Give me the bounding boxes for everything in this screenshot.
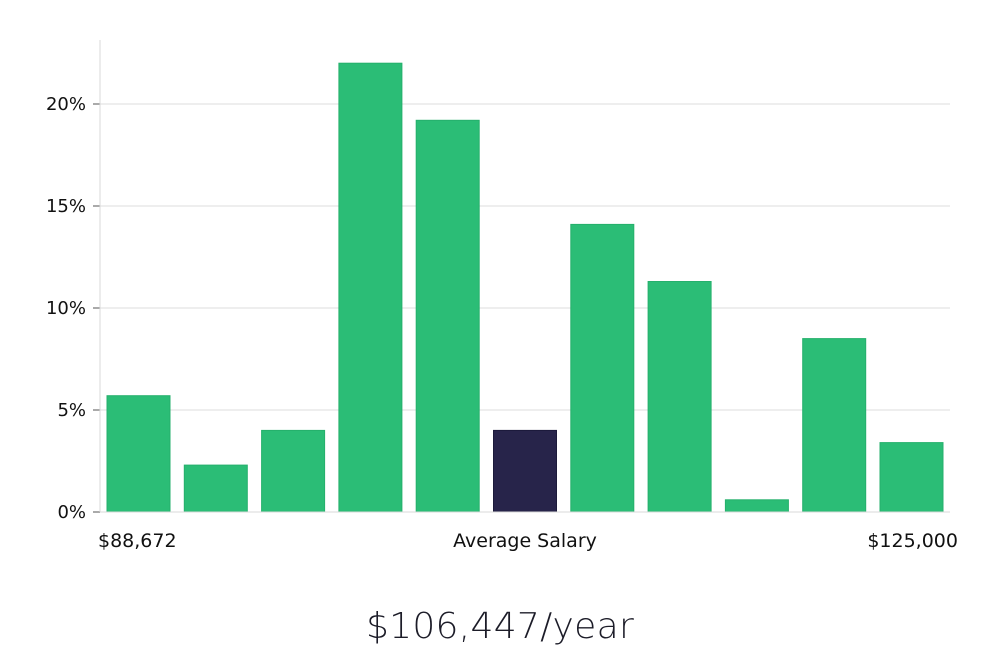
salary-histogram-chart: 0% 5% 10% 15% 20% $88,672 Average Salary $12… — [46, 40, 958, 552]
bar-10 — [879, 442, 944, 513]
bar-6 — [570, 223, 635, 513]
bar-0 — [106, 395, 171, 513]
y-tick-label-0: 0% — [57, 502, 86, 523]
bar-2 — [261, 429, 326, 513]
x-max-label: $125,000 — [867, 530, 958, 552]
bar-3 — [338, 62, 403, 513]
y-tick-label-20: 20% — [46, 94, 86, 115]
average-salary-value: $106,447/year — [365, 606, 635, 647]
bar-8 — [724, 499, 789, 513]
bars — [106, 62, 944, 513]
y-tick-label-5: 5% — [57, 400, 86, 421]
bar-7 — [647, 281, 712, 513]
bar-highlighted-5 — [493, 429, 557, 513]
x-axis-title: Average Salary — [453, 530, 597, 552]
bar-9 — [802, 338, 867, 513]
axis-labels: $88,672 Average Salary $125,000 — [98, 530, 958, 552]
bar-4 — [415, 119, 480, 513]
y-tick-label-10: 10% — [46, 298, 86, 319]
y-tick-label-15: 15% — [46, 196, 86, 217]
x-min-label: $88,672 — [98, 530, 177, 552]
bar-1 — [183, 464, 248, 513]
axes: 0% 5% 10% 15% 20% — [46, 40, 950, 523]
